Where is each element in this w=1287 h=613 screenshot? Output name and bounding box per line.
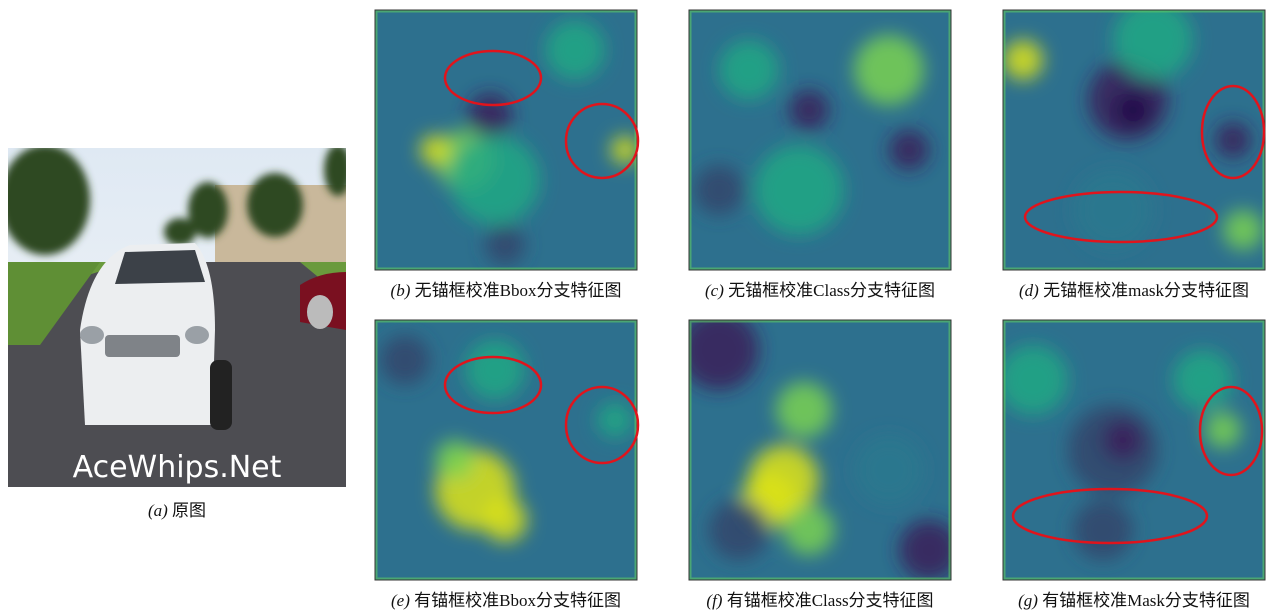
caption: (d) 无锚框校准mask分支特征图: [1019, 281, 1249, 300]
feature-map: [998, 320, 1265, 580]
feature-map: [375, 10, 639, 270]
photo: AceWhips.Net: [0, 144, 352, 487]
caption-text: 无锚框校准Class分支特征图: [728, 281, 935, 300]
watermark: AceWhips.Net: [73, 450, 282, 485]
caption-label: (e): [391, 591, 410, 610]
caption-text: 有锚框校准Bbox分支特征图: [414, 591, 621, 610]
figure: AceWhips.Net (a) 原图 (b) 无锚框校准Bbox分支特征图 (c…: [0, 0, 1287, 613]
caption-label: (b): [391, 281, 411, 300]
caption-label: (f): [706, 591, 722, 610]
feature-map: [1003, 0, 1265, 270]
caption-label: (d): [1019, 281, 1039, 300]
caption: (f) 有锚框校准Class分支特征图: [706, 591, 933, 610]
caption: (c) 无锚框校准Class分支特征图: [705, 281, 935, 300]
caption-text: 有锚框校准Mask分支特征图: [1042, 591, 1250, 610]
caption: (a) 原图: [148, 501, 206, 520]
caption: (b) 无锚框校准Bbox分支特征图: [391, 281, 622, 300]
feature-map: [375, 320, 638, 580]
caption-label: (g): [1018, 591, 1038, 610]
feature-map: [679, 310, 959, 580]
caption: (g) 有锚框校准Mask分支特征图: [1018, 591, 1250, 610]
caption-text: 有锚框校准Class分支特征图: [727, 591, 934, 610]
caption-text: 无锚框校准Bbox分支特征图: [415, 281, 622, 300]
caption: (e) 有锚框校准Bbox分支特征图: [391, 591, 621, 610]
caption-text: 无锚框校准mask分支特征图: [1043, 281, 1249, 300]
caption-text: 原图: [172, 501, 206, 520]
caption-label: (a): [148, 501, 168, 520]
caption-label: (c): [705, 281, 724, 300]
feature-map: [689, 10, 951, 270]
